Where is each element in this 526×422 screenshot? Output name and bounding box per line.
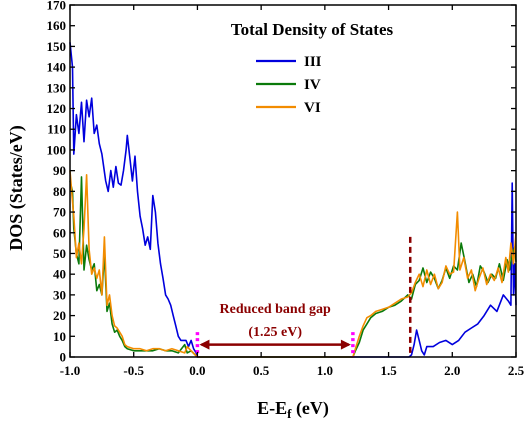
y-tick-label: 120 <box>47 101 67 116</box>
y-tick-label: 20 <box>53 308 66 323</box>
x-tick-label: 2.5 <box>508 363 525 378</box>
y-tick-label: 100 <box>47 142 67 157</box>
y-tick-label: 150 <box>47 39 67 54</box>
gap-label: Reduced band gap <box>220 302 331 317</box>
y-tick-label: 0 <box>60 350 67 365</box>
chart-title: Total Density of States <box>231 20 394 39</box>
plot-frame <box>69 4 517 358</box>
y-tick-label: 140 <box>47 60 67 75</box>
y-tick-label: 170 <box>47 0 67 13</box>
x-tick-label: -0.5 <box>123 363 144 378</box>
x-axis-title-subscript: f <box>287 406 292 421</box>
y-tick-label: 80 <box>53 184 66 199</box>
x-axis-title-main: E-E <box>257 398 287 418</box>
y-tick-label: 90 <box>53 163 66 178</box>
y-tick-label: 30 <box>53 287 66 302</box>
y-tick-label: 70 <box>53 205 66 220</box>
x-axis-title-unit: (eV) <box>291 398 328 419</box>
y-tick-label: 60 <box>53 225 66 240</box>
series-line-vi <box>69 170 517 358</box>
gap-arrow-head-right <box>340 339 351 350</box>
x-tick-label: 1.0 <box>317 363 333 378</box>
series-layer <box>69 42 517 358</box>
y-tick-label: 160 <box>47 18 67 33</box>
series-line-iii <box>69 42 517 358</box>
gap-arrow-head-left <box>199 339 210 350</box>
y-tick-label: 110 <box>47 122 66 137</box>
x-axis-title: E-Ef (eV) <box>257 398 329 421</box>
x-tick-label: 2.0 <box>444 363 460 378</box>
tick-layer: -1.0 -0.5 0.0 0.5 1.0 1.5 2.0 2.5 0 10 20 30 40 50 60 7… <box>47 0 525 378</box>
gap-value: (1.25 eV) <box>248 325 302 340</box>
y-axis-title: DOS (States/eV) <box>6 125 27 250</box>
legend-label-vi: VI <box>304 100 321 116</box>
y-tick-label: 10 <box>53 329 66 344</box>
y-tick-label: 40 <box>53 267 66 282</box>
y-tick-label: 50 <box>53 246 66 261</box>
x-tick-label: 1.5 <box>380 363 397 378</box>
annotation-layer: Reduced band gap (1.25 eV) <box>195 236 412 357</box>
x-tick-label: 0.5 <box>253 363 270 378</box>
y-tick-label: 130 <box>47 80 67 95</box>
x-tick-label: 0.0 <box>189 363 205 378</box>
x-tick-label: -1.0 <box>60 363 81 378</box>
legend-label-iv: IV <box>304 77 321 93</box>
legend-label-iii: III <box>304 54 322 70</box>
legend: III IV VI <box>256 54 322 116</box>
